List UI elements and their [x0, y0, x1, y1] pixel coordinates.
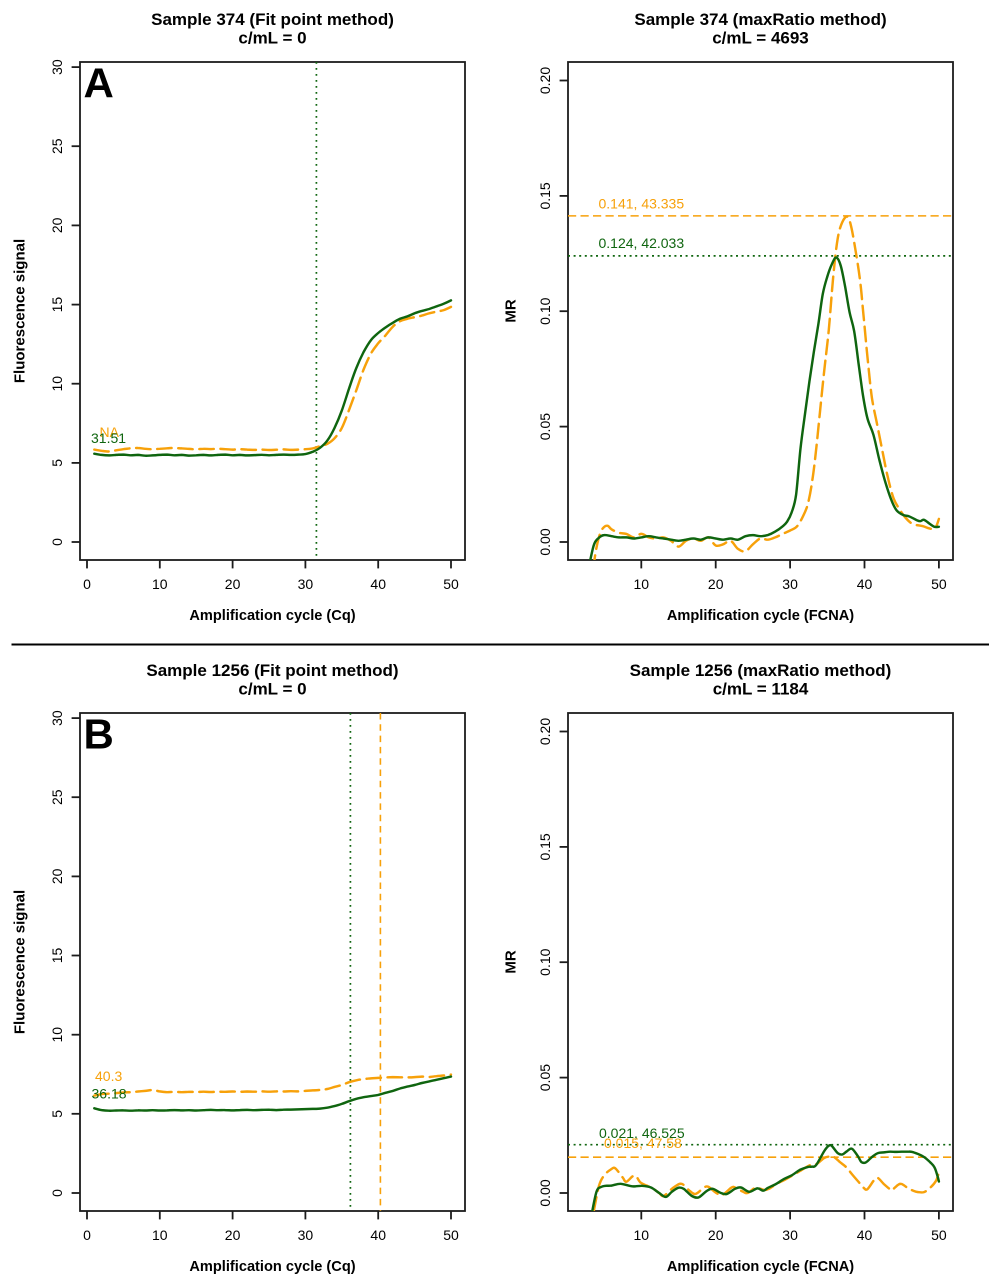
svg-text:0.00: 0.00: [537, 1179, 553, 1206]
svg-text:NA: NA: [100, 424, 120, 440]
svg-text:c/mL = 0: c/mL = 0: [238, 680, 306, 699]
svg-text:50: 50: [443, 576, 459, 592]
svg-text:0.10: 0.10: [537, 297, 553, 324]
svg-text:0.015, 47.58: 0.015, 47.58: [604, 1135, 682, 1151]
svg-text:10: 10: [49, 376, 65, 392]
svg-text:30: 30: [782, 1227, 798, 1243]
svg-text:0.021, 46.525: 0.021, 46.525: [599, 1125, 685, 1141]
svg-text:10: 10: [634, 576, 650, 592]
svg-text:36.18: 36.18: [92, 1086, 127, 1102]
svg-text:5: 5: [49, 459, 65, 467]
svg-text:31.51: 31.51: [91, 430, 126, 446]
svg-text:c/mL = 4693: c/mL = 4693: [712, 29, 809, 48]
svg-text:MR: MR: [503, 299, 520, 322]
svg-text:Sample 374 (Fit point method): Sample 374 (Fit point method): [151, 10, 394, 29]
svg-text:Amplification cycle (Cq): Amplification cycle (Cq): [189, 1259, 355, 1275]
svg-text:Sample 1256 (Fit point method): Sample 1256 (Fit point method): [146, 661, 398, 680]
svg-text:0.05: 0.05: [537, 413, 553, 440]
svg-text:20: 20: [49, 217, 65, 233]
svg-text:10: 10: [49, 1027, 65, 1043]
svg-text:30: 30: [298, 1227, 314, 1243]
svg-text:0.15: 0.15: [537, 833, 553, 860]
svg-text:25: 25: [49, 789, 65, 805]
svg-text:20: 20: [49, 868, 65, 884]
svg-text:A: A: [84, 60, 114, 107]
svg-text:15: 15: [49, 297, 65, 313]
svg-text:40: 40: [857, 1227, 873, 1243]
svg-text:20: 20: [708, 1227, 724, 1243]
svg-text:Amplification cycle (FCNA): Amplification cycle (FCNA): [667, 1259, 854, 1275]
svg-text:10: 10: [634, 1227, 650, 1243]
svg-text:Fluorescence signal: Fluorescence signal: [12, 890, 29, 1034]
svg-text:Fluorescence signal: Fluorescence signal: [12, 239, 29, 383]
svg-text:0.10: 0.10: [537, 948, 553, 975]
svg-text:0.05: 0.05: [537, 1064, 553, 1091]
svg-text:20: 20: [225, 1227, 241, 1243]
svg-text:c/mL = 0: c/mL = 0: [238, 29, 306, 48]
svg-text:30: 30: [49, 59, 65, 75]
svg-text:Amplification cycle (Cq): Amplification cycle (Cq): [189, 608, 355, 624]
svg-text:40: 40: [370, 1227, 386, 1243]
svg-text:0.20: 0.20: [537, 718, 553, 745]
svg-text:Sample 374 (maxRatio method): Sample 374 (maxRatio method): [634, 10, 886, 29]
svg-text:40: 40: [857, 576, 873, 592]
svg-text:50: 50: [931, 1227, 947, 1243]
svg-text:30: 30: [298, 576, 314, 592]
svg-text:0: 0: [83, 576, 91, 592]
svg-text:Sample 1256 (maxRatio method): Sample 1256 (maxRatio method): [630, 661, 892, 680]
svg-text:50: 50: [443, 1227, 459, 1243]
svg-text:0.15: 0.15: [537, 182, 553, 209]
svg-text:30: 30: [49, 710, 65, 726]
svg-text:10: 10: [152, 1227, 168, 1243]
svg-text:40: 40: [370, 576, 386, 592]
svg-text:20: 20: [225, 576, 241, 592]
svg-text:c/mL = 1184: c/mL = 1184: [713, 680, 809, 699]
svg-text:0.20: 0.20: [537, 67, 553, 94]
svg-text:5: 5: [49, 1110, 65, 1118]
svg-text:0: 0: [83, 1227, 91, 1243]
svg-text:0.00: 0.00: [537, 528, 553, 555]
svg-text:50: 50: [931, 576, 947, 592]
svg-text:Amplification cycle (FCNA): Amplification cycle (FCNA): [667, 608, 854, 624]
svg-text:20: 20: [708, 576, 724, 592]
svg-text:40.3: 40.3: [95, 1068, 122, 1084]
svg-text:0.141, 43.335: 0.141, 43.335: [599, 196, 685, 212]
svg-text:MR: MR: [503, 950, 520, 973]
svg-text:0: 0: [49, 538, 65, 546]
svg-text:10: 10: [152, 576, 168, 592]
svg-text:0.124, 42.033: 0.124, 42.033: [599, 235, 685, 251]
svg-text:15: 15: [49, 948, 65, 964]
svg-text:0: 0: [49, 1189, 65, 1197]
svg-text:B: B: [84, 711, 114, 758]
svg-text:30: 30: [782, 576, 798, 592]
svg-text:25: 25: [49, 138, 65, 154]
